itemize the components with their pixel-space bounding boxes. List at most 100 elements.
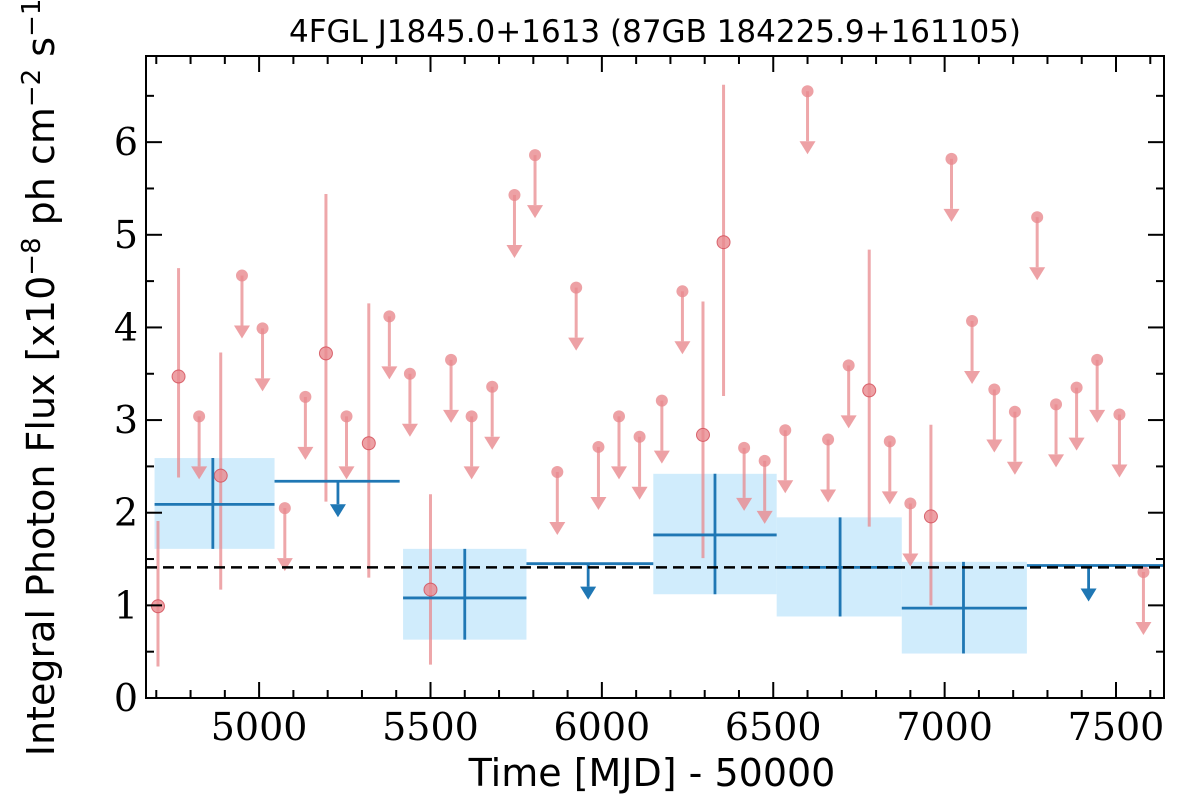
short-bin-point — [213, 468, 228, 483]
short-bin-upper-limit-arrow — [777, 480, 794, 494]
short-bin-point — [862, 383, 877, 398]
short-bin-upper-limit-arrow — [1068, 437, 1085, 451]
short-bin-upper-limit-point — [758, 454, 771, 467]
short-bin-upper-limit-arrow — [881, 491, 898, 505]
short-bin-upper-limit-arrow — [568, 337, 585, 351]
short-bin-upper-limit-arrow — [276, 558, 293, 572]
short-bin-upper-limit-arrow — [902, 553, 919, 567]
short-bin-upper-limit-point — [403, 367, 416, 380]
short-bin-upper-limit-point — [1113, 408, 1126, 421]
x-tick-label: 5500 — [382, 705, 479, 749]
short-bin-upper-limit-point — [1031, 211, 1044, 224]
short-bin-upper-limit-point — [904, 497, 917, 510]
short-bin-upper-limit-point — [383, 310, 396, 323]
short-bin-point — [695, 427, 710, 442]
short-bin-upper-limit-arrow — [338, 466, 355, 480]
short-bin-upper-limit-arrow — [653, 450, 670, 464]
short-bin-upper-limit-arrow — [1006, 461, 1023, 475]
short-bin-upper-limit-point — [779, 424, 792, 437]
short-bin-upper-limit-point — [465, 410, 478, 423]
short-bin-upper-limit-arrow — [254, 378, 271, 392]
short-bin-upper-limit-point — [966, 314, 979, 327]
short-bin-upper-limit-arrow — [964, 370, 981, 384]
short-bin-upper-limit-arrow — [297, 446, 314, 460]
short-bin-upper-limit-point — [883, 435, 896, 448]
y-tick-label: 4 — [114, 305, 138, 349]
short-bin-upper-limit-point — [193, 410, 206, 423]
short-bin-upper-limit-arrow — [631, 486, 648, 500]
short-bin-upper-limit-arrow — [506, 244, 523, 258]
short-bin-upper-limit-point — [613, 410, 626, 423]
short-bin-upper-limit-point — [235, 269, 248, 282]
short-bin-upper-limit-point — [570, 281, 583, 294]
short-bin-point — [423, 582, 438, 597]
plot-frame — [145, 55, 1165, 699]
short-bin-upper-limit-arrow — [756, 510, 773, 524]
short-bin-upper-limit-arrow — [191, 466, 208, 480]
short-bin-upper-limit-arrow — [1029, 267, 1046, 281]
x-tick-label: 7000 — [896, 705, 993, 749]
short-bin-upper-limit-point — [676, 285, 689, 298]
short-bin-upper-limit-arrow — [590, 496, 607, 510]
y-tick-label: 6 — [114, 120, 138, 164]
short-bin-upper-limit-point — [486, 380, 499, 393]
short-bin-upper-limit-arrow — [463, 466, 480, 480]
x-tick-label: 6500 — [725, 705, 822, 749]
short-bin-upper-limit-point — [508, 188, 521, 201]
short-bin-upper-limit-arrow — [1135, 622, 1152, 636]
short-bin-upper-limit-point — [1008, 405, 1021, 418]
short-bin-upper-limit-point — [801, 85, 814, 98]
short-bin-upper-limit-point — [340, 410, 353, 423]
short-bin-upper-limit-arrow — [943, 208, 960, 222]
x-tick-label: 5000 — [211, 705, 308, 749]
y-tick-label: 2 — [114, 491, 138, 535]
short-bin-upper-limit-point — [822, 433, 835, 446]
short-bin-upper-limit-arrow — [736, 497, 753, 511]
short-bin-upper-limit-point — [633, 430, 646, 443]
short-bin-upper-limit-point — [445, 353, 458, 366]
short-bin-upper-limit-point — [551, 465, 564, 478]
x-axis-label: Time [MJD] - 50000 — [468, 751, 836, 795]
short-bin-upper-limit-arrow — [233, 325, 250, 339]
y-tick-label: 0 — [114, 676, 138, 720]
short-bin-upper-limit-point — [529, 149, 542, 162]
long-bin-upper-limit-arrow — [329, 504, 346, 518]
short-bin-point — [361, 436, 376, 451]
short-bin-upper-limit-arrow — [381, 366, 398, 380]
short-bin-upper-limit-point — [1091, 353, 1104, 366]
short-bin-upper-limit-arrow — [549, 521, 566, 535]
short-bin-upper-limit-point — [842, 359, 855, 372]
short-bin-point — [716, 235, 731, 250]
short-bin-upper-limit-arrow — [527, 205, 544, 219]
short-bin-upper-limit-arrow — [674, 341, 691, 355]
axes: 5000 5500 6000 6500 7000 7500 0 1 2 3 4 5 6 — [114, 55, 1165, 749]
short-bin-upper-limit-arrow — [1048, 454, 1065, 468]
short-bin-upper-limit-point — [655, 394, 668, 407]
short-bin-upper-limit-arrow — [799, 141, 816, 155]
long-bin-upper-limit-arrow — [1080, 588, 1097, 602]
short-bin-point — [923, 509, 938, 524]
short-bin-upper-limit-arrow — [1089, 409, 1106, 423]
short-bin-point — [318, 346, 333, 361]
y-tick-label: 3 — [114, 398, 138, 442]
y-tick-label: 1 — [114, 583, 138, 627]
short-bin-upper-limit-point — [988, 383, 1001, 396]
long-bin-upper-limit-arrow — [580, 586, 597, 600]
short-bin-upper-limit-point — [1070, 381, 1083, 394]
short-bin-upper-limit-point — [738, 441, 751, 454]
x-tick-label: 6000 — [554, 705, 651, 749]
plot-area — [146, 84, 1164, 667]
short-bin-point — [171, 369, 186, 384]
short-bin-upper-limit-arrow — [820, 489, 837, 503]
short-bin-upper-limit-point — [256, 322, 269, 335]
short-bin-upper-limit-point — [1137, 566, 1150, 579]
short-bin-upper-limit-arrow — [401, 423, 418, 437]
short-bin-upper-limit-arrow — [484, 436, 501, 450]
short-bin-upper-limit-arrow — [840, 415, 857, 429]
y-tick-label: 5 — [114, 213, 138, 257]
short-bin-upper-limit-arrow — [986, 439, 1003, 453]
short-bin-upper-limit-point — [945, 152, 958, 165]
short-bin-upper-limit-point — [299, 390, 312, 403]
chart-title: 4FGL J1845.0+1613 (87GB 184225.9+161105) — [289, 14, 1021, 50]
